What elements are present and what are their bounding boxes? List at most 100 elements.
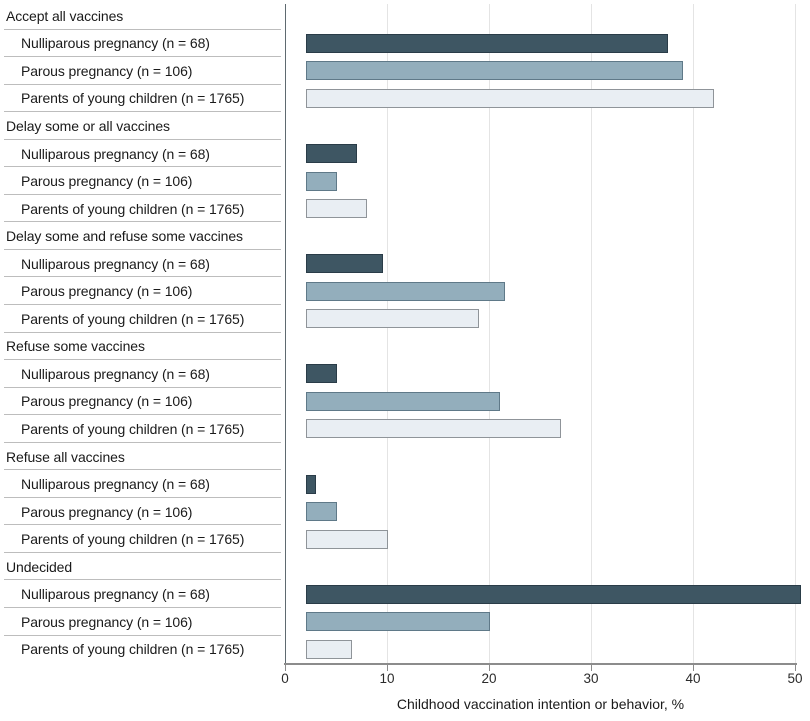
bar (306, 88, 714, 108)
bar-row: Nulliparous pregnancy (n = 68) (0, 579, 810, 608)
bar (306, 419, 561, 439)
tick-label-0: 0 (281, 671, 289, 686)
bar-cell (306, 608, 810, 636)
tick-mark-30 (591, 665, 592, 671)
bar (306, 391, 500, 411)
series-label: Parents of young children (n = 1765) (21, 200, 245, 217)
plot-spacer (291, 222, 810, 250)
bar (306, 61, 684, 81)
category-row: Accept all vaccines (0, 2, 810, 30)
category-row: Delay some and refuse some vaccines (0, 221, 810, 250)
tick-label-30: 30 (583, 671, 599, 686)
category-label: Undecided (6, 558, 73, 575)
bar (306, 309, 480, 329)
chart-rows: Accept all vaccines Nulliparous pregnancy… (0, 2, 810, 663)
tick-label-40: 40 (685, 671, 701, 686)
bar (306, 529, 388, 549)
tick-mark-40 (693, 665, 694, 671)
tick-mark-20 (489, 665, 490, 671)
bar-row: Parous pregnancy (n = 106) (0, 276, 810, 305)
series-label: Parous pregnancy (n = 106) (21, 613, 193, 630)
bar-cell (306, 415, 810, 443)
bar-cell (306, 30, 810, 58)
series-label: Parous pregnancy (n = 106) (21, 393, 193, 410)
bar-row: Parents of young children (n = 1765) (0, 524, 810, 553)
bar-cell (306, 140, 810, 168)
gridline-20 (489, 4, 490, 663)
gridline-30 (591, 4, 592, 663)
bar-cell (306, 388, 810, 416)
series-label: Nulliparous pregnancy (n = 68) (21, 145, 210, 162)
series-label: Parents of young children (n = 1765) (21, 90, 245, 107)
bar-cell (306, 277, 810, 305)
series-label: Parous pregnancy (n = 106) (21, 173, 193, 190)
bar-cell (306, 85, 810, 113)
series-label: Parous pregnancy (n = 106) (21, 62, 193, 79)
bar-row: Parents of young children (n = 1765) (0, 414, 810, 443)
bar-row: Parents of young children (n = 1765) (0, 634, 810, 664)
gridline-40 (693, 4, 694, 663)
bar-cell (306, 525, 810, 553)
bar-row: Nulliparous pregnancy (n = 68) (0, 28, 810, 58)
bar-cell (306, 498, 810, 526)
bar-row: Nulliparous pregnancy (n = 68) (0, 469, 810, 498)
series-label: Parous pregnancy (n = 106) (21, 283, 193, 300)
bar (306, 199, 368, 219)
bar-row: Parous pregnancy (n = 106) (0, 496, 810, 526)
bar (306, 144, 357, 163)
plot-spacer (291, 553, 810, 581)
bar-cell (306, 636, 810, 664)
bar-cell (306, 360, 810, 388)
bar (306, 33, 669, 53)
x-axis-title: Childhood vaccination intention or behav… (396, 696, 685, 712)
bar-cell (306, 195, 810, 223)
plot-spacer (291, 2, 810, 30)
tick-mark-0 (285, 665, 286, 671)
category-row: Refuse all vaccines (0, 441, 810, 471)
tick-mark-50 (795, 665, 796, 671)
bar (306, 502, 337, 522)
series-label: Nulliparous pregnancy (n = 68) (21, 365, 210, 382)
tick-label-10: 10 (379, 671, 395, 686)
x-axis-line (284, 663, 797, 665)
bar-row: Parous pregnancy (n = 106) (0, 56, 810, 85)
bar-row: Nulliparous pregnancy (n = 68) (0, 359, 810, 388)
bar-row: Parents of young children (n = 1765) (0, 193, 810, 223)
category-row: Undecided (0, 551, 810, 581)
y-axis-line (285, 4, 286, 664)
gridline-10 (387, 4, 388, 663)
series-label: Parents of young children (n = 1765) (21, 531, 245, 548)
category-row: Delay some or all vaccines (0, 111, 810, 140)
series-label: Nulliparous pregnancy (n = 68) (21, 35, 210, 52)
category-label: Delay some and refuse some vaccines (6, 228, 243, 245)
series-label: Parents of young children (n = 1765) (21, 641, 245, 658)
bar (306, 612, 490, 632)
category-label: Delay some or all vaccines (6, 117, 170, 134)
bar (306, 584, 801, 604)
series-label: Parents of young children (n = 1765) (21, 420, 245, 437)
category-row: Refuse some vaccines (0, 331, 810, 361)
bar-row: Parous pregnancy (n = 106) (0, 607, 810, 636)
bar (306, 254, 383, 274)
tick-label-50: 50 (787, 671, 803, 686)
gridline-50 (795, 4, 796, 663)
plot-spacer (291, 333, 810, 361)
plot-spacer (291, 112, 810, 140)
bar-cell (306, 470, 810, 498)
plot-spacer (291, 443, 810, 471)
bar-row: Parous pregnancy (n = 106) (0, 386, 810, 416)
bar-row: Nulliparous pregnancy (n = 68) (0, 138, 810, 168)
bar-row: Parents of young children (n = 1765) (0, 83, 810, 113)
bar-row: Nulliparous pregnancy (n = 68) (0, 248, 810, 278)
bar (306, 364, 337, 384)
bar (306, 281, 505, 301)
tick-label-20: 20 (481, 671, 497, 686)
bar-cell (306, 250, 810, 278)
series-label: Nulliparous pregnancy (n = 68) (21, 586, 210, 603)
series-label: Nulliparous pregnancy (n = 68) (21, 476, 210, 493)
bar (306, 639, 352, 659)
series-label: Parents of young children (n = 1765) (21, 310, 245, 327)
bar (306, 474, 317, 494)
category-label: Accept all vaccines (6, 7, 124, 24)
